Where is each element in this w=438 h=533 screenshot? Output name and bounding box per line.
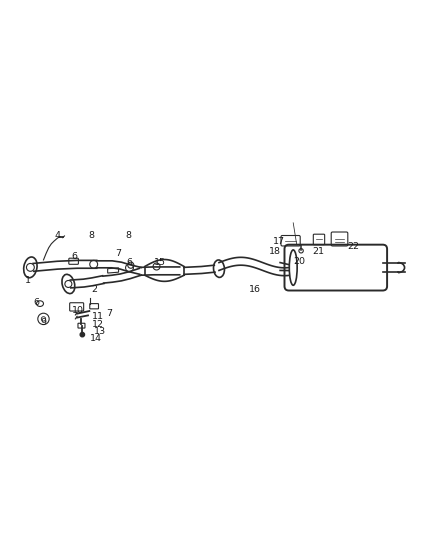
Text: 13: 13 xyxy=(94,327,106,336)
Text: 15: 15 xyxy=(154,257,166,266)
Text: 7: 7 xyxy=(106,309,112,318)
Text: 18: 18 xyxy=(269,247,281,256)
Text: 1: 1 xyxy=(25,276,31,285)
Circle shape xyxy=(80,333,85,337)
Text: 14: 14 xyxy=(90,334,102,343)
Text: 4: 4 xyxy=(54,231,60,240)
Text: 21: 21 xyxy=(313,247,325,256)
Text: 8: 8 xyxy=(125,231,131,239)
Text: 7: 7 xyxy=(115,249,121,258)
Text: 22: 22 xyxy=(347,243,360,252)
Text: 11: 11 xyxy=(92,312,104,321)
Text: 8: 8 xyxy=(88,231,95,239)
Text: 12: 12 xyxy=(92,320,104,329)
Text: 2: 2 xyxy=(92,285,98,294)
Text: 20: 20 xyxy=(294,257,306,266)
Text: 10: 10 xyxy=(72,305,85,314)
Text: 6: 6 xyxy=(71,253,77,261)
Text: 9: 9 xyxy=(40,318,46,327)
Text: 6: 6 xyxy=(127,257,132,266)
Text: 17: 17 xyxy=(273,237,285,246)
Text: 6: 6 xyxy=(33,298,39,307)
Text: 16: 16 xyxy=(249,285,261,294)
